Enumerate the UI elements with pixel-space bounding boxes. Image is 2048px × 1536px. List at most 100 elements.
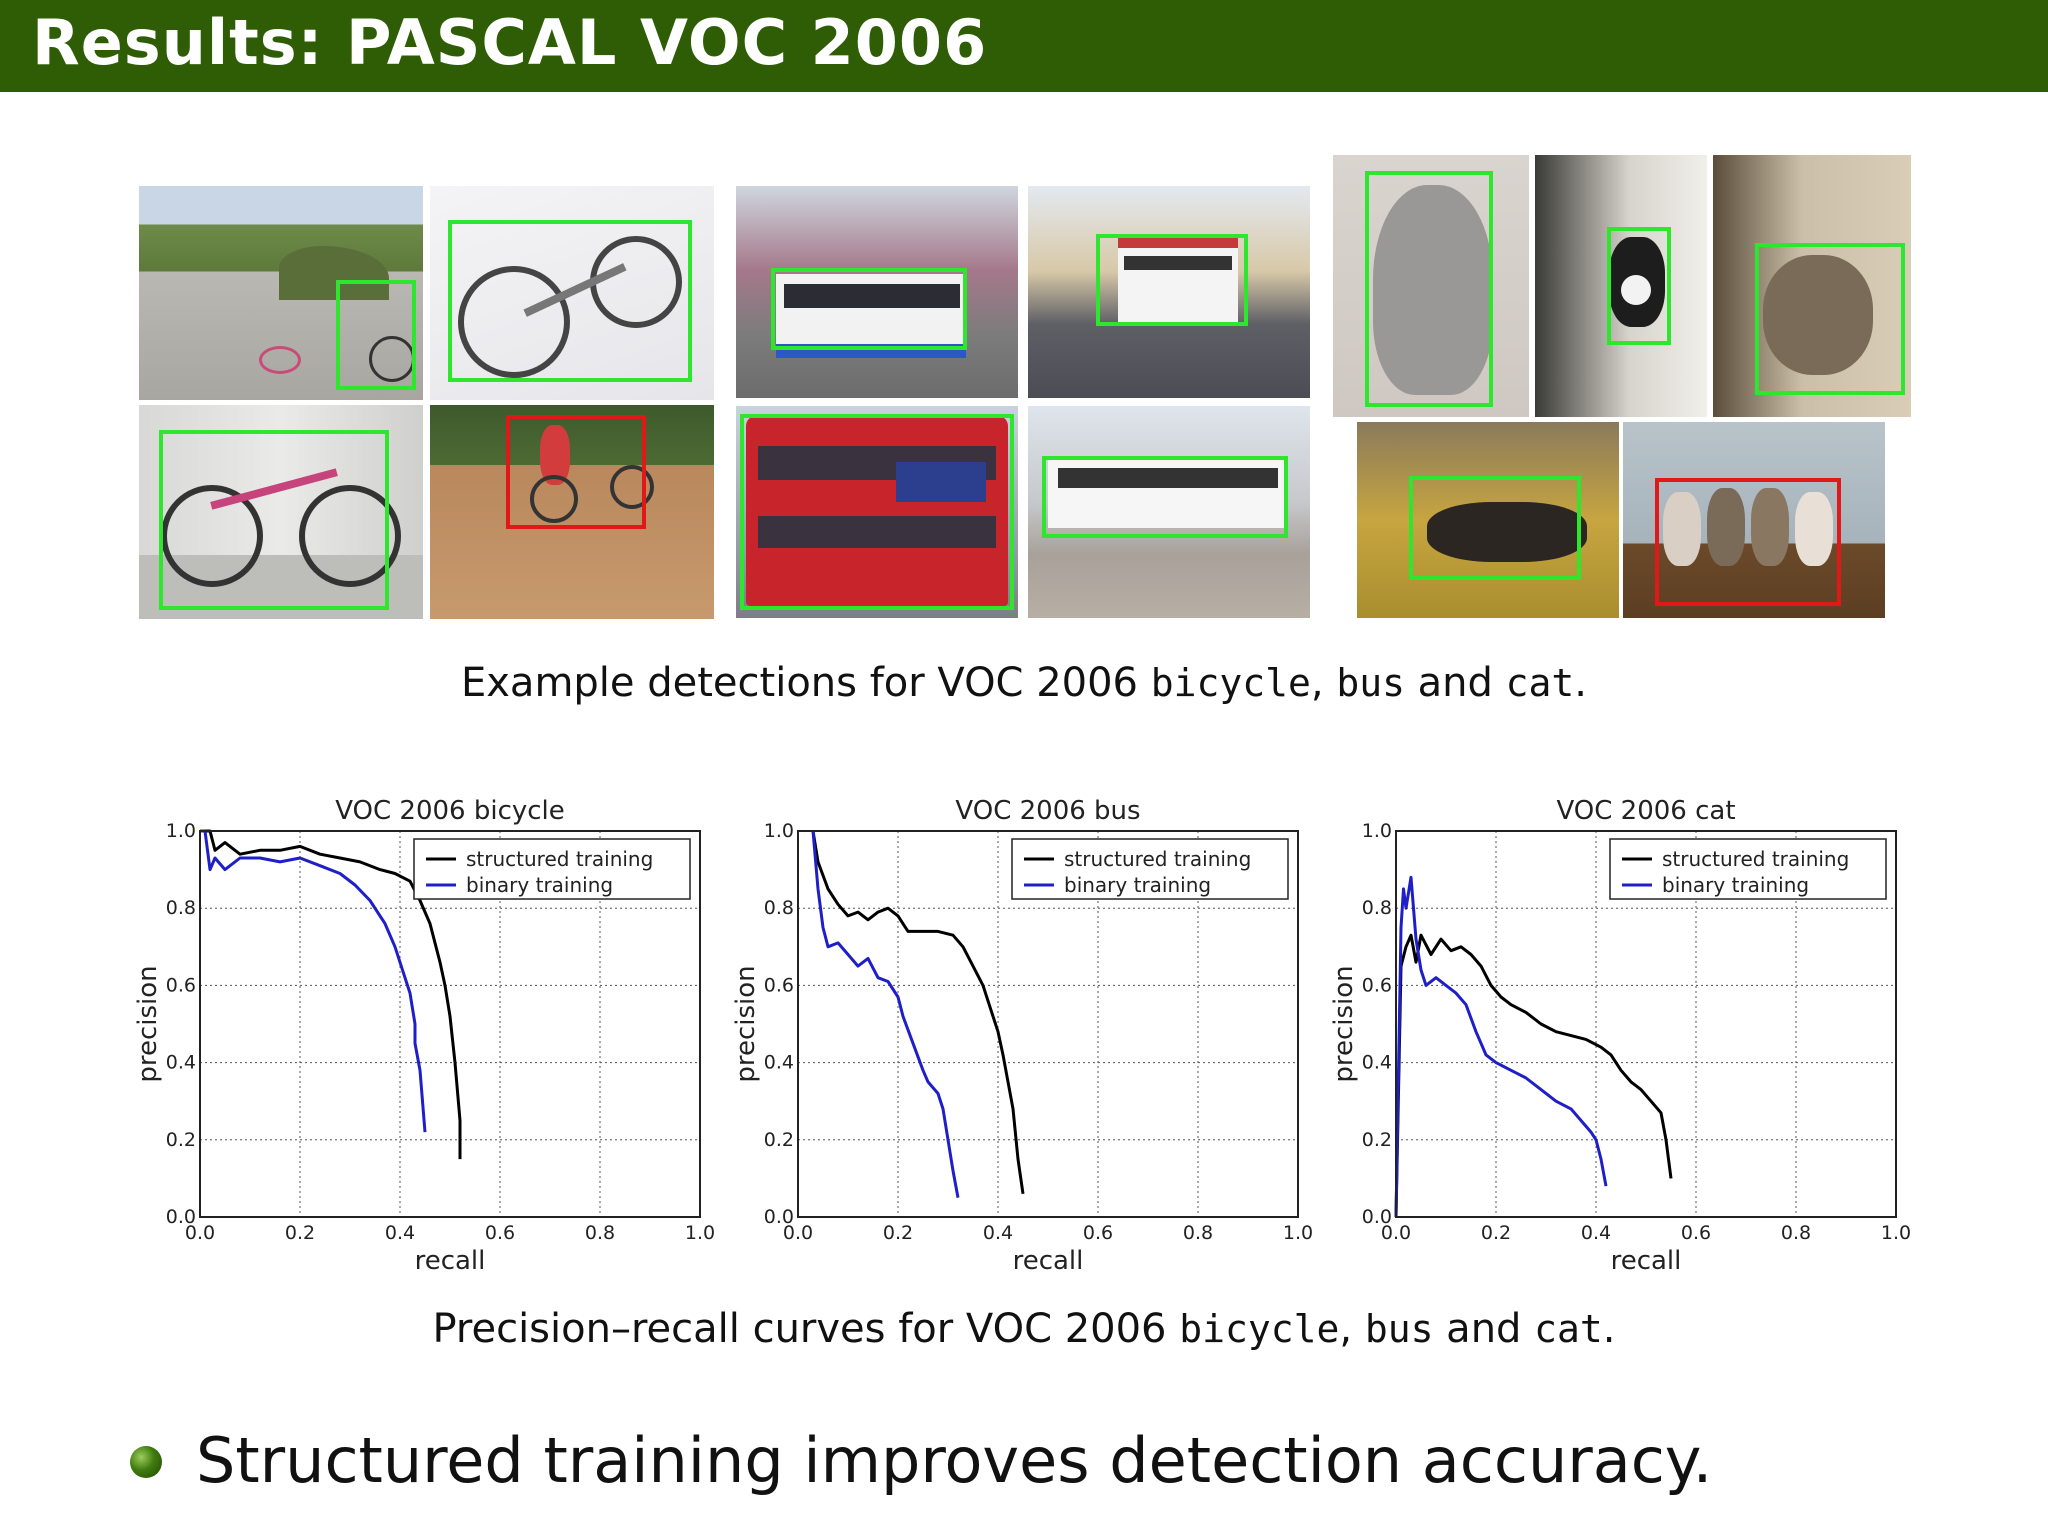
chart-title: VOC 2006 cat [1556,796,1735,826]
x-tick-label: 0.6 [485,1222,515,1244]
legend-label: structured training [466,847,653,871]
x-tick-label: 1.0 [685,1222,715,1244]
series-line [811,830,960,1198]
chart-title: VOC 2006 bus [955,796,1140,826]
caption-text: . [1574,660,1587,706]
bullet-text: Structured training improves detection a… [196,1424,1713,1497]
photo-cat-4 [1357,422,1619,618]
y-tick-label: 0.0 [764,1206,794,1228]
x-axis-label: recall [415,1246,486,1275]
pr-plot-cat: 0.0 0.2 0.4 0.6 0.8 1.0 0.0 0.2 0.4 0.6 0.8 1.0 VOC … [1326,785,1926,1275]
legend-label: binary training [466,873,613,897]
x-tick-label: 0.2 [883,1222,913,1244]
caption-text: . [1602,1306,1616,1352]
pr-plot-bus: 0.0 0.2 0.4 0.6 0.8 1.0 0.0 0.2 0.4 0.6 0.8 1.0 VOC … [728,785,1328,1275]
detection-box [1096,234,1248,326]
pr-chart: 0.0 0.2 0.4 0.6 0.8 1.0 0.0 0.2 0.4 0.6 0.8 1.0 VOC … [1329,796,1911,1275]
x-tick-label: 1.0 [1283,1222,1313,1244]
series-line [1394,933,1673,1218]
y-tick-label: 0.4 [1362,1052,1392,1074]
y-axis-label: precision [1329,965,1359,1082]
x-tick-label: 0.2 [1481,1222,1511,1244]
class-name: bicycle [1150,661,1311,705]
x-tick-label: 0.8 [1781,1222,1811,1244]
detection-box [1607,227,1671,345]
y-tick-label: 0.8 [1362,897,1392,919]
y-tick-label: 0.8 [166,897,196,919]
y-axis-label: precision [133,965,163,1082]
y-tick-label: 0.6 [1362,974,1392,996]
x-tick-label: 0.6 [1083,1222,1113,1244]
photo-bicycle-2 [430,186,714,400]
title-bar: Results: PASCAL VOC 2006 [0,0,2048,92]
class-name: bus [1364,1307,1434,1351]
caption-text: and [1433,1306,1535,1352]
y-tick-label: 1.0 [166,820,196,842]
x-tick-label: 0.8 [1183,1222,1213,1244]
pr-chart: 0.0 0.2 0.4 0.6 0.8 1.0 0.0 0.2 0.4 0.6 0.8 1.0 VOC … [133,796,715,1275]
series-line [811,830,1025,1195]
y-tick-label: 0.6 [166,974,196,996]
y-tick-label: 0.0 [1362,1206,1392,1228]
detection-box [336,280,416,390]
detection-box [1042,456,1288,538]
plot-frame [797,830,1299,1218]
plot-frame [199,830,701,1218]
pr-plot-bicycle: 0.0 0.2 0.4 0.6 0.8 1.0 0.0 0.2 0.4 0.6 0.8 1.0 VOC … [130,785,730,1275]
detection-box [506,415,646,529]
caption-text: , [1339,1306,1365,1352]
detection-box [771,268,967,350]
y-tick-label: 0.4 [166,1052,196,1074]
y-tick-label: 1.0 [764,820,794,842]
y-tick-label: 0.6 [764,974,794,996]
pr-chart: 0.0 0.2 0.4 0.6 0.8 1.0 0.0 0.2 0.4 0.6 0.8 1.0 VOC … [731,796,1313,1275]
y-tick-label: 0.8 [764,897,794,919]
x-tick-label: 0.0 [185,1222,215,1244]
photo-cat-5 [1623,422,1885,618]
y-tick-label: 1.0 [1362,820,1392,842]
legend-label: binary training [1064,873,1211,897]
legend-label: binary training [1662,873,1809,897]
y-tick-label: 0.2 [764,1129,794,1151]
x-tick-label: 0.4 [1581,1222,1611,1244]
y-axis-label: precision [731,965,761,1082]
class-name: bicycle [1179,1307,1340,1351]
y-tick-label: 0.0 [166,1206,196,1228]
detection-box [1755,243,1905,395]
class-name: bus [1336,661,1405,705]
photo-bus-2 [1028,186,1310,398]
detection-box [1655,478,1841,606]
detection-box [740,414,1014,610]
photo-cat-1 [1333,155,1529,417]
series-line [1394,875,1608,1218]
x-tick-label: 0.4 [385,1222,415,1244]
caption-text: and [1404,660,1506,706]
photo-cat-3 [1713,155,1911,417]
x-tick-label: 1.0 [1881,1222,1911,1244]
caption-detections: Example detections for VOC 2006 bicycle,… [0,660,2048,706]
detection-box [1365,171,1493,407]
legend-box [1011,838,1289,900]
detection-box [159,430,389,610]
photo-bicycle-3 [139,405,423,619]
photo-bicycle-1 [139,186,423,400]
chart-title: VOC 2006 bicycle [335,796,565,826]
bullet-icon [130,1446,162,1478]
y-tick-label: 0.2 [166,1129,196,1151]
detection-box [1409,476,1581,580]
x-tick-label: 0.0 [783,1222,813,1244]
legend-label: structured training [1064,847,1251,871]
series-line [200,829,427,1133]
slide-title: Results: PASCAL VOC 2006 [32,6,988,79]
detection-box [448,220,692,382]
x-tick-label: 0.4 [983,1222,1013,1244]
legend-box [1609,838,1887,900]
class-name: cat [1534,1307,1603,1351]
legend-label: structured training [1662,847,1849,871]
caption-text: , [1310,660,1337,706]
caption-text: Example detections for VOC 2006 [460,660,1151,706]
legend-box [413,838,691,900]
photo-bus-1 [736,186,1018,398]
y-tick-label: 0.4 [764,1052,794,1074]
plot-frame [1395,830,1897,1218]
